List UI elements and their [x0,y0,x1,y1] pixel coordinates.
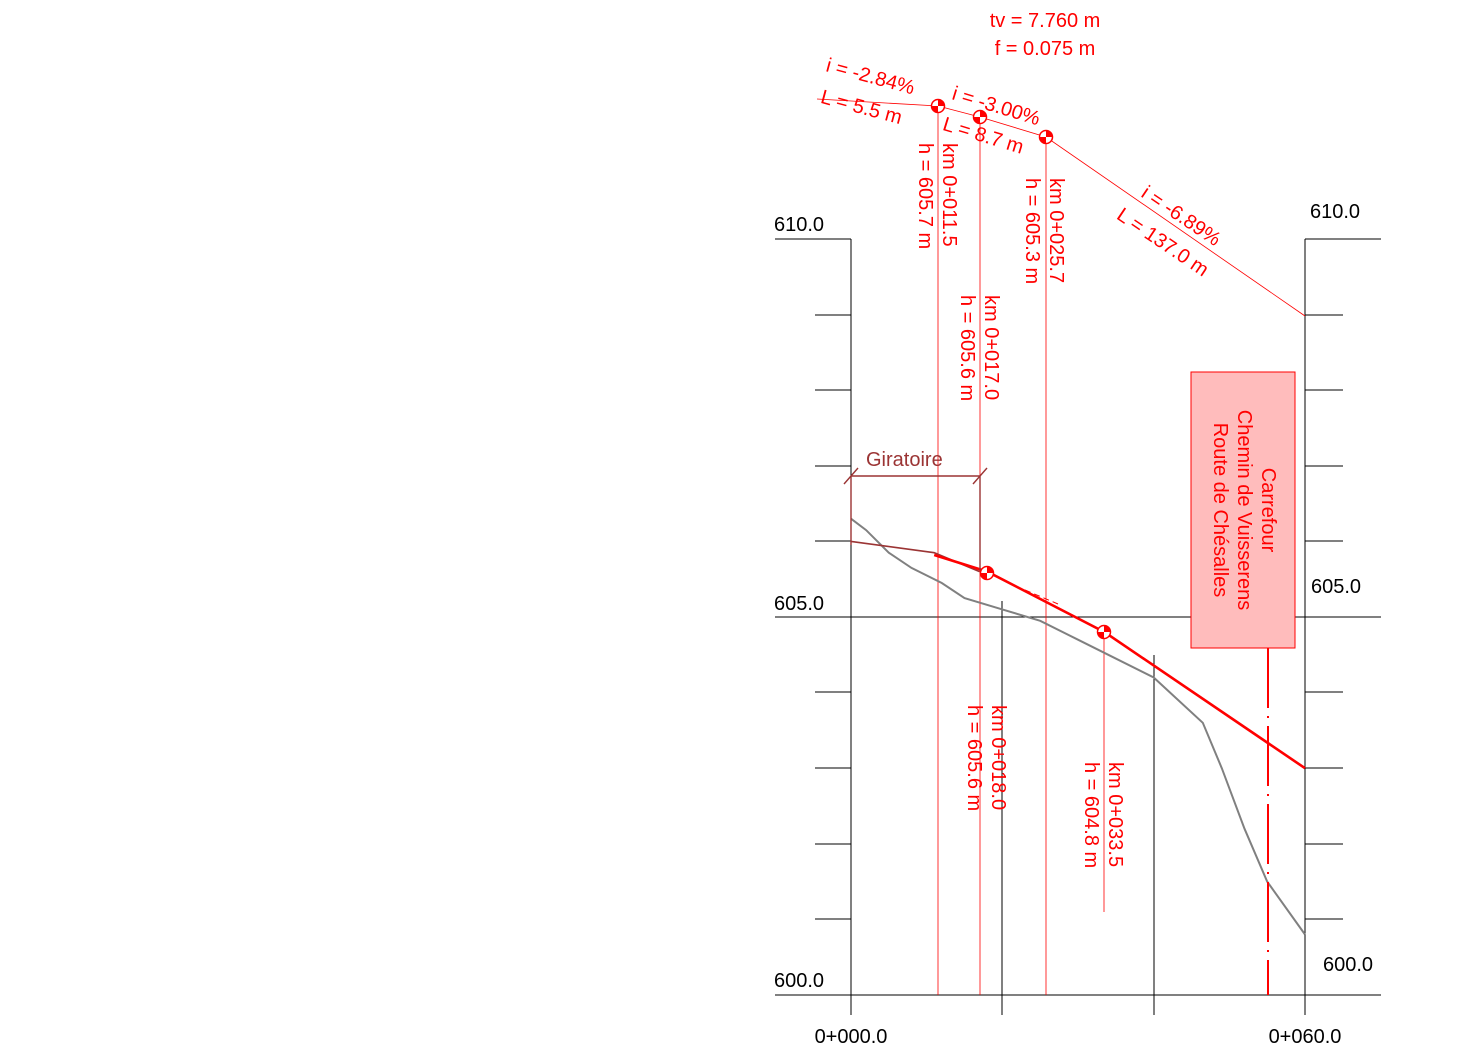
station-3-h: h = 605.3 m [1021,178,1043,284]
carrefour-line1: Carrefour [1257,468,1279,553]
right-minor-ticks [1305,314,1343,920]
existing-road-line [850,540,980,573]
station-label-2: km 0+017.0 h = 605.6 m [956,295,1002,401]
station-lines [937,106,1105,995]
x-label-end: 0+060.0 [1269,1026,1342,1048]
left-elev-label-top: 610.0 [774,214,824,236]
right-elev-label-mid: 605.0 [1311,576,1361,598]
station-2-h: h = 605.6 m [956,295,978,401]
station-label-3: km 0+025.7 h = 605.3 m [1021,178,1067,284]
marker-0-018-0 [979,565,995,581]
giratoire-label: Giratoire [866,449,943,471]
left-elev-label-bottom: 600.0 [774,970,824,992]
carrefour-line2: Chemin de Vuisserens [1233,410,1255,610]
carrefour-line3: Route de Chésalles [1209,423,1231,598]
station-label-4: km 0+018.0 h = 605.6 m [963,705,1009,811]
left-minor-ticks [815,314,851,920]
marker-0-017-0 [972,109,988,125]
station-1-km: km 0+011.5 [938,143,960,247]
curve-f-label: f = 0.075 m [995,38,1096,60]
vertical-curve-tangent [1024,589,1059,605]
marker-0-011-5 [930,98,946,114]
left-elev-label-mid: 605.0 [774,593,824,615]
station-1-h: h = 605.7 m [914,143,936,249]
station-4-h: h = 605.6 m [963,705,985,811]
station-label-1: km 0+011.5 h = 605.7 m [914,143,960,249]
curve-tv-label: tv = 7.760 m [990,10,1101,32]
station-markers [930,98,1112,640]
slope-1: i = -2.84% L = 5.5 m [818,55,917,129]
x-label-start: 0+000.0 [815,1026,888,1048]
station-4-km: km 0+018.0 [987,705,1009,810]
slope-3: i = -6.89% L = 137.0 m [1113,182,1225,281]
carrefour-box [1190,371,1296,649]
carrefour-text: Carrefour Chemin de Vuisserens Route de … [1209,410,1279,610]
giratoire-dimension [843,467,988,570]
marker-0-025-7 [1038,129,1054,145]
station-5-h: h = 604.8 m [1080,762,1102,868]
terrain-line [850,517,1306,936]
station-2-km: km 0+017.0 [980,295,1002,400]
right-elev-label-top: 610.0 [1310,201,1360,223]
station-label-5: km 0+033.5 h = 604.8 m [1080,762,1126,868]
design-line [933,553,1306,770]
station-3-km: km 0+025.7 [1045,178,1067,283]
right-elev-label-bottom: 600.0 [1323,954,1373,976]
marker-0-033-5 [1096,624,1112,640]
station-5-km: km 0+033.5 [1104,762,1126,867]
